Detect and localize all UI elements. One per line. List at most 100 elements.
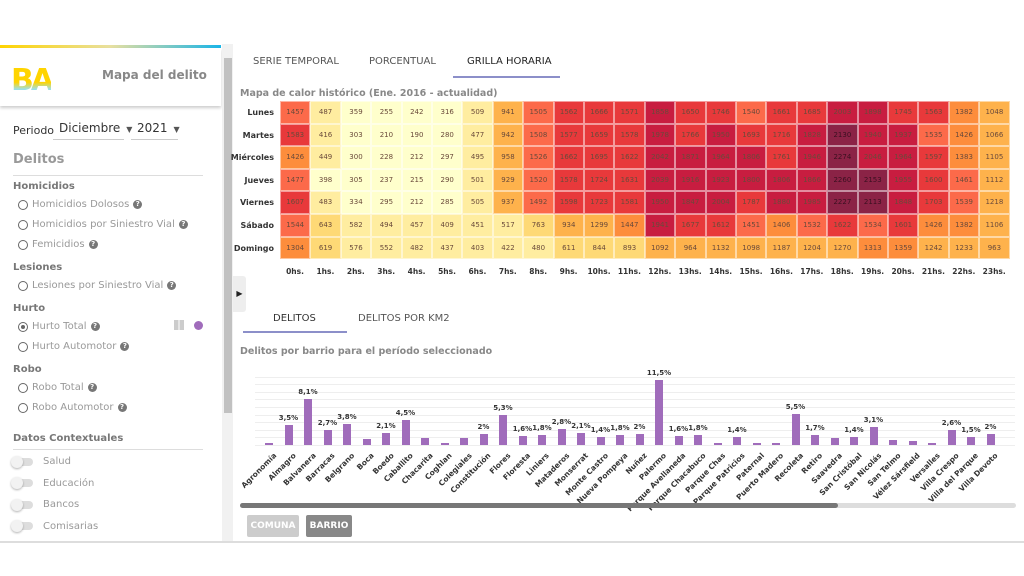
scrollbar-thumb[interactable] — [240, 503, 838, 508]
gridline — [255, 414, 1015, 416]
bar — [967, 436, 975, 445]
toggle-label: Educación — [43, 477, 95, 489]
heatmap-cell: 963 — [979, 236, 1010, 260]
year-select[interactable]: 2021 ▼ — [131, 121, 180, 140]
option-label: Hurto Total — [32, 321, 87, 332]
color-swatch[interactable] — [194, 321, 203, 330]
comuna-button[interactable]: COMUNA — [247, 515, 299, 537]
scrollbar-thumb[interactable] — [224, 58, 232, 413]
help-icon[interactable]: ? — [117, 403, 127, 412]
data-label: 3,1% — [863, 416, 884, 425]
heatmap-cell: 1746 — [705, 101, 736, 124]
toggle-label: Bancos — [43, 499, 80, 510]
heatmap-cell: 495 — [462, 146, 493, 169]
radio-option[interactable]: Robo Automotor? — [18, 402, 127, 413]
bar — [284, 425, 293, 445]
heatmap-cell: 334 — [340, 191, 372, 214]
grid-view-icon[interactable] — [174, 320, 184, 330]
radio-button[interactable] — [18, 402, 28, 413]
ba-logo: BA — [11, 63, 54, 98]
toggle-educación[interactable]: Educación — [11, 477, 95, 489]
heatmap-cell: 501 — [462, 168, 493, 192]
help-icon[interactable]: ? — [133, 200, 143, 209]
heatmap-cell: 942 — [492, 123, 524, 147]
barrio-button[interactable]: BARRIO — [306, 515, 352, 537]
heatmap-cell: 1666 — [584, 101, 615, 124]
subtab-delitos[interactable]: DELITOS — [273, 313, 316, 324]
heatmap-cell: 1382 — [948, 214, 980, 237]
toggle-switch[interactable] — [11, 520, 33, 532]
heatmap-cell: 1848 — [888, 191, 919, 214]
heatmap-cell: 1544 — [280, 214, 311, 237]
heatmap-cell: 2260 — [827, 168, 858, 192]
radio-option[interactable]: Homicidios Dolosos? — [18, 199, 143, 210]
toggle-switch[interactable] — [11, 455, 33, 468]
radio-option[interactable]: Lesiones por Siniestro Vial? — [18, 280, 177, 291]
radio-button[interactable] — [18, 280, 28, 291]
sidebar-header: BA Mapa del delito — [0, 48, 221, 106]
help-icon[interactable]: ? — [178, 220, 188, 229]
heatmap-cell: 1066 — [979, 123, 1010, 147]
periodo-label: Periodo — [13, 124, 55, 137]
collapse-sidebar-button[interactable]: ▶ — [233, 276, 246, 312]
data-label: 1,6% — [668, 424, 689, 433]
radio-option[interactable]: Homicidios por Siniestro Vial? — [18, 219, 188, 230]
bar — [713, 442, 722, 445]
heatmap-cell: 1703 — [918, 191, 949, 214]
heatmap-cell: 2042 — [644, 146, 676, 169]
radio-button[interactable] — [18, 239, 28, 250]
heatmap-cell: 1695 — [584, 146, 615, 169]
radio-option[interactable]: Femicidios? — [18, 239, 98, 250]
heatmap-cell: 1787 — [736, 191, 767, 214]
column-label: 20hs. — [891, 267, 915, 276]
heatmap-cell: 1359 — [888, 236, 919, 260]
help-icon[interactable]: ? — [87, 383, 97, 392]
radio-button[interactable] — [18, 382, 28, 393]
radio-button[interactable] — [18, 199, 28, 210]
heatmap-cell: 2003 — [827, 101, 858, 124]
data-label: 1,6% — [512, 424, 533, 433]
tab-porcentual[interactable]: PORCENTUAL — [369, 56, 436, 67]
heatmap-cell: 552 — [371, 236, 402, 260]
bar — [499, 415, 507, 445]
heatmap-cell: 1716 — [766, 123, 797, 147]
month-select[interactable]: Diciembre ▼ — [53, 121, 132, 140]
subtab-delitos-por-km2[interactable]: DELITOS POR KM2 — [358, 313, 450, 324]
radio-option[interactable]: Robo Total? — [18, 382, 97, 393]
bar — [460, 438, 468, 445]
toggle-switch[interactable] — [11, 477, 33, 489]
help-icon[interactable]: ? — [167, 281, 177, 290]
column-label: 15hs. — [739, 267, 763, 276]
heatmap-cell: 1985 — [796, 191, 828, 214]
bar — [538, 434, 546, 445]
help-icon[interactable]: ? — [88, 240, 98, 249]
radio-button[interactable] — [18, 321, 28, 332]
bar — [382, 433, 390, 445]
divider — [0, 541, 1024, 543]
heatmap-cell: 1520 — [523, 168, 554, 192]
heatmap-cell: 2113 — [857, 191, 888, 214]
heatmap-cell: 1505 — [523, 101, 554, 124]
heatmap-cell: 1828 — [796, 123, 828, 147]
radio-button[interactable] — [18, 219, 28, 230]
heatmap-cell: 1461 — [948, 168, 980, 192]
heatmap-cell: 300 — [340, 146, 372, 169]
toggle-salud[interactable]: Salud — [11, 455, 71, 468]
help-icon[interactable]: ? — [120, 342, 130, 351]
toggle-bancos[interactable]: Bancos — [11, 498, 80, 511]
toggle-comisarias[interactable]: Comisarias — [11, 520, 98, 532]
toggle-switch[interactable] — [11, 498, 33, 511]
radio-button[interactable] — [18, 341, 28, 352]
radio-option[interactable]: Hurto Total? — [18, 321, 100, 332]
help-icon[interactable]: ? — [90, 322, 100, 331]
tab-grilla-horaria[interactable]: GRILLA HORARIA — [467, 56, 552, 67]
heatmap-cell: 1631 — [614, 168, 645, 192]
bar — [908, 441, 917, 445]
tab-serie-temporal[interactable]: SERIE TEMPORAL — [253, 56, 339, 67]
chevron-down-icon: ▼ — [173, 125, 180, 134]
heatmap-cell: 2130 — [827, 123, 858, 147]
heatmap-title: Mapa de calor histórico (Ene. 2016 - act… — [240, 88, 498, 99]
bar — [323, 429, 332, 445]
radio-option[interactable]: Hurto Automotor? — [18, 341, 130, 352]
heatmap-cell: 1745 — [888, 101, 919, 124]
